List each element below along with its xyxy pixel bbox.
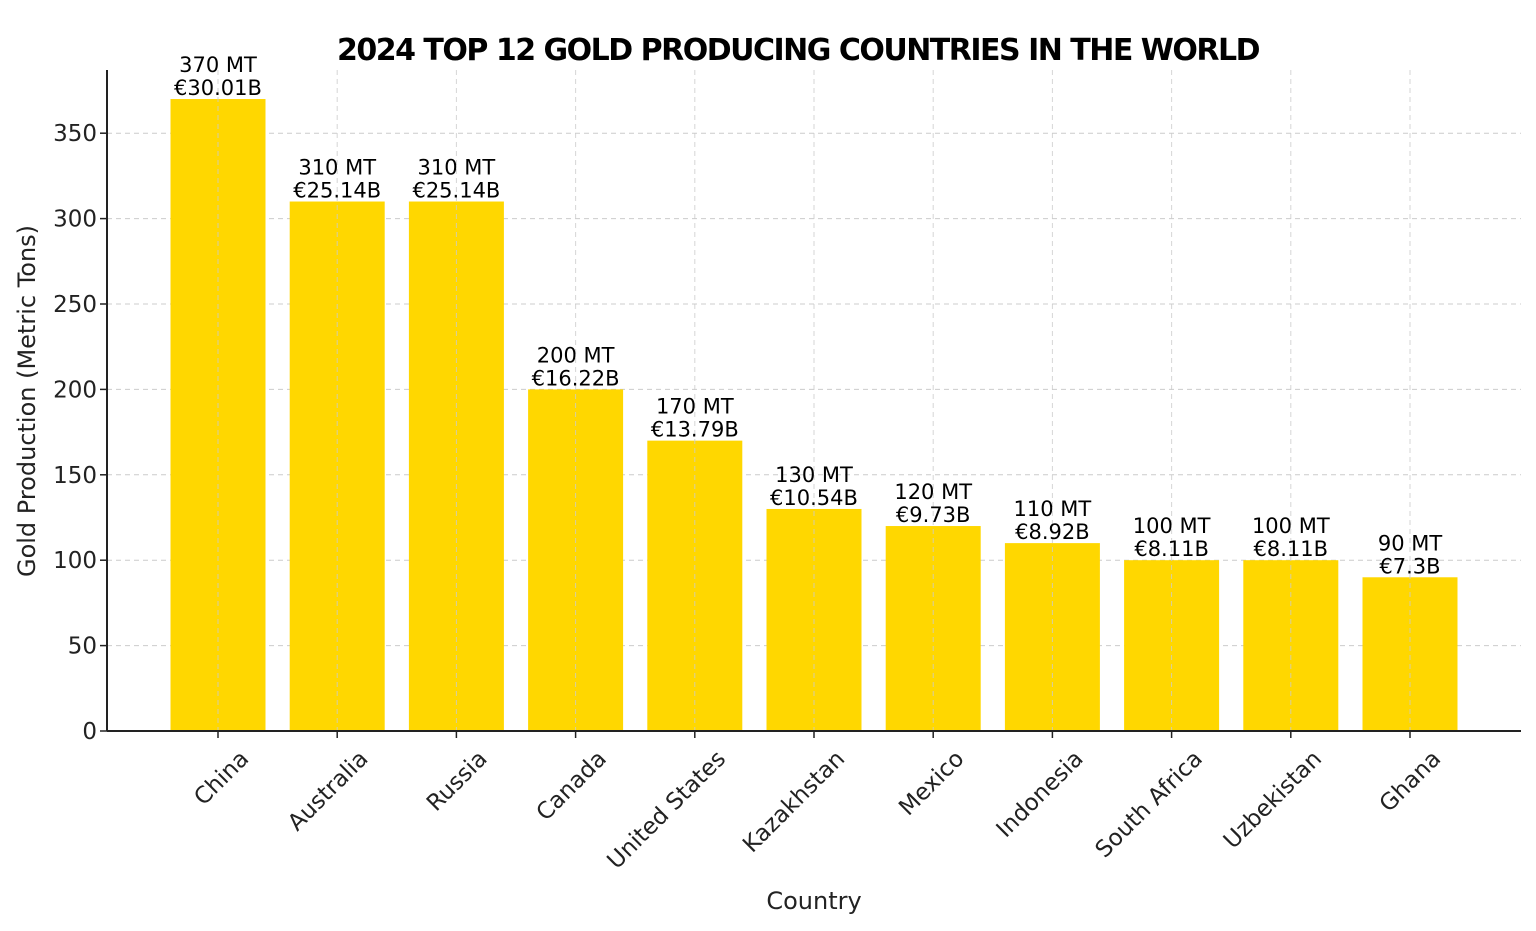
bar [1362,577,1458,731]
x-tick-label: Indonesia [992,746,1089,843]
bars [170,99,1458,732]
euro-label: €30.01B [174,76,262,100]
euro-label: €16.22B [532,366,620,390]
value-label: 100 MT [1133,514,1211,538]
chart-title: 2024 TOP 12 GOLD PRODUCING COUNTRIES IN … [337,33,1260,68]
x-tick-label: Russia [422,746,493,817]
euro-label: €8.92B [1015,520,1090,544]
x-tick-label: Kazakhstan [738,746,850,858]
y-tick-label: 50 [68,634,97,660]
value-label: 90 MT [1378,531,1443,555]
euro-label: €13.79B [651,418,739,442]
x-tick-label: Uzbekistan [1219,746,1327,854]
euro-label: €7.3B [1379,554,1440,578]
value-label: 310 MT [418,156,496,180]
y-tick-label: 350 [53,121,97,147]
y-axis-label: Gold Production (Metric Tons) [13,225,41,577]
euro-label: €8.11B [1134,537,1209,561]
value-label: 310 MT [298,156,376,180]
value-label: 170 MT [656,395,734,419]
x-axis-label: Country [766,887,861,915]
euro-label: €9.73B [896,503,971,527]
value-label: 110 MT [1014,497,1092,521]
x-tick-label: China [189,746,254,811]
value-label: 200 MT [537,343,615,367]
x-tick-label: Australia [283,746,373,836]
value-label: 370 MT [179,53,257,77]
x-tick-label: South Africa [1091,746,1208,863]
euro-label: €10.54B [770,486,858,510]
x-tick-label: United States [603,746,732,875]
y-tick-label: 100 [53,548,97,574]
x-tick-label: Canada [532,746,612,826]
value-label: 100 MT [1252,514,1330,538]
value-label: 120 MT [894,480,972,504]
y-tick-label: 150 [53,463,97,489]
y-tick-label: 250 [53,292,97,318]
y-tick-label: 200 [53,377,97,403]
euro-label: €8.11B [1254,537,1329,561]
y-tick-label: 300 [53,207,97,233]
x-tick-label: Ghana [1375,746,1447,818]
euro-label: €25.14B [293,179,381,203]
value-label: 130 MT [775,463,853,487]
x-tick-label: Mexico [894,746,969,821]
vertical-grid [217,70,1411,731]
y-tick-label: 0 [82,719,97,745]
euro-label: €25.14B [412,179,500,203]
